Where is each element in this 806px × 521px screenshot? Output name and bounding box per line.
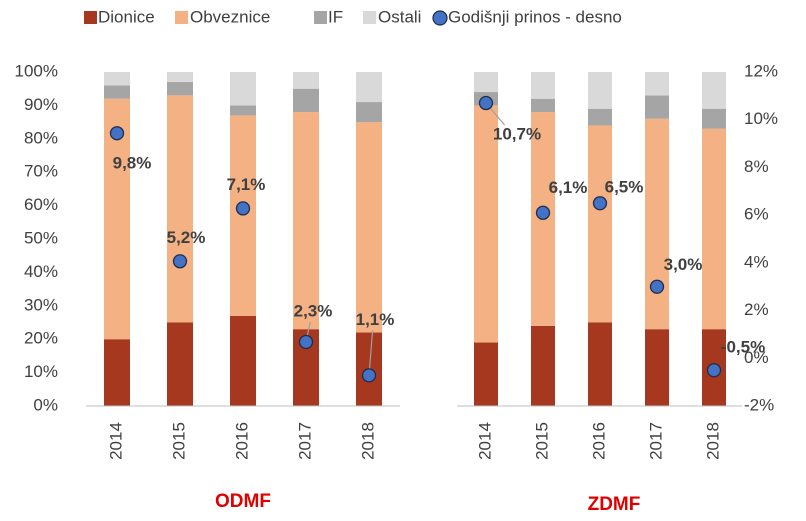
data-label: 6,5% bbox=[605, 178, 644, 197]
bar-segment bbox=[702, 72, 726, 109]
legend-swatch bbox=[314, 11, 327, 24]
leader-line bbox=[368, 330, 374, 376]
y-tick-label: 60% bbox=[24, 195, 58, 214]
data-label: 10,7% bbox=[493, 124, 541, 143]
x-tick-label: 2017 bbox=[295, 422, 314, 460]
bar-segment bbox=[356, 122, 382, 333]
bar-segment bbox=[104, 85, 130, 99]
bar-segment bbox=[702, 108, 726, 129]
data-point bbox=[649, 279, 665, 294]
y-tick-label: 70% bbox=[24, 162, 58, 181]
bar-segment bbox=[293, 72, 319, 89]
legend-label: Dionice bbox=[98, 7, 155, 26]
y2-tick-label: -2% bbox=[744, 395, 774, 414]
y2-tick-label: 2% bbox=[744, 300, 769, 319]
y-tick-label: 40% bbox=[24, 262, 58, 281]
x-tick-label: 2017 bbox=[646, 422, 665, 460]
legend-marker bbox=[432, 10, 448, 26]
bar-segment bbox=[588, 72, 612, 109]
legend-label: Godišnji prinos - desno bbox=[448, 7, 622, 26]
bar-segment bbox=[588, 322, 612, 406]
legend-swatch bbox=[175, 11, 188, 24]
data-label: 6,1% bbox=[549, 178, 588, 197]
bar-segment bbox=[293, 88, 319, 113]
data-label: 2,3% bbox=[294, 301, 333, 320]
data-label: 1,1% bbox=[356, 310, 395, 329]
data-label: 3,0% bbox=[664, 255, 703, 274]
bar-segment bbox=[645, 95, 669, 119]
bar-segment bbox=[167, 72, 193, 83]
x-tick-label: 2018 bbox=[358, 422, 377, 460]
bar-segment bbox=[531, 98, 555, 113]
data-point bbox=[535, 205, 551, 220]
x-tick-label: 2016 bbox=[232, 422, 251, 460]
data-point bbox=[298, 334, 314, 350]
bar-segment bbox=[474, 342, 498, 406]
x-tick-label: 2014 bbox=[106, 422, 125, 460]
y-tick-label: 20% bbox=[24, 329, 58, 348]
bar-segment bbox=[531, 72, 555, 99]
data-point bbox=[592, 196, 608, 211]
bar-segment bbox=[645, 329, 669, 406]
data-point bbox=[706, 363, 722, 378]
y2-tick-label: 4% bbox=[744, 252, 769, 271]
y2-tick-label: 8% bbox=[744, 157, 769, 176]
bar-segment bbox=[474, 72, 498, 93]
y2-tick-label: 6% bbox=[744, 205, 769, 224]
y-tick-label: 80% bbox=[24, 128, 58, 147]
bar-segment bbox=[167, 82, 193, 96]
bar-segment bbox=[474, 105, 498, 343]
data-label: 9,8% bbox=[113, 154, 152, 173]
bar-segment bbox=[645, 118, 669, 330]
x-tick-label: 2015 bbox=[532, 422, 551, 460]
bar-segment bbox=[167, 95, 193, 323]
y-tick-label: 90% bbox=[24, 95, 58, 114]
legend-label: Ostali bbox=[378, 7, 421, 26]
data-label: 7,1% bbox=[227, 175, 266, 194]
data-point bbox=[235, 201, 251, 216]
bar-segment bbox=[588, 125, 612, 323]
data-point bbox=[478, 95, 494, 111]
data-label: -0,5% bbox=[721, 338, 765, 357]
y-tick-label: 0% bbox=[33, 395, 58, 414]
x-tick-label: 2016 bbox=[589, 422, 608, 460]
bar-segment bbox=[230, 72, 256, 106]
bar-segment bbox=[531, 325, 555, 406]
y-tick-label: 30% bbox=[24, 295, 58, 314]
bar-segment bbox=[167, 322, 193, 406]
y2-tick-label: 10% bbox=[744, 109, 778, 128]
bar-segment bbox=[356, 102, 382, 123]
bar-segment bbox=[104, 339, 130, 406]
y2-tick-label: 12% bbox=[744, 61, 778, 80]
legend-label: IF bbox=[328, 7, 343, 26]
data-point bbox=[172, 254, 188, 269]
data-point bbox=[109, 126, 125, 141]
bar-segment bbox=[230, 315, 256, 406]
bar-segment bbox=[230, 115, 256, 316]
x-tick-label: 2018 bbox=[703, 422, 722, 460]
y-tick-label: 100% bbox=[15, 61, 58, 80]
legend-swatch bbox=[84, 11, 97, 24]
data-label: 5,2% bbox=[167, 228, 206, 247]
bar-segment bbox=[588, 108, 612, 126]
bar-segment bbox=[645, 72, 669, 96]
legend-label: Obveznice bbox=[190, 7, 270, 26]
bar-segment bbox=[702, 128, 726, 330]
bar-segment bbox=[356, 72, 382, 103]
bar-segment bbox=[230, 105, 256, 116]
y-tick-label: 50% bbox=[24, 228, 58, 247]
panel-title: ZDMF bbox=[588, 494, 641, 515]
y-tick-label: 10% bbox=[24, 362, 58, 381]
x-tick-label: 2014 bbox=[475, 422, 494, 460]
legend-swatch bbox=[363, 11, 376, 24]
panel-title: ODMF bbox=[215, 491, 271, 512]
x-tick-label: 2015 bbox=[169, 422, 188, 460]
y2-tick-label: 0% bbox=[744, 348, 769, 367]
data-point bbox=[361, 368, 377, 383]
bar-segment bbox=[293, 112, 319, 330]
bar-segment bbox=[104, 72, 130, 86]
